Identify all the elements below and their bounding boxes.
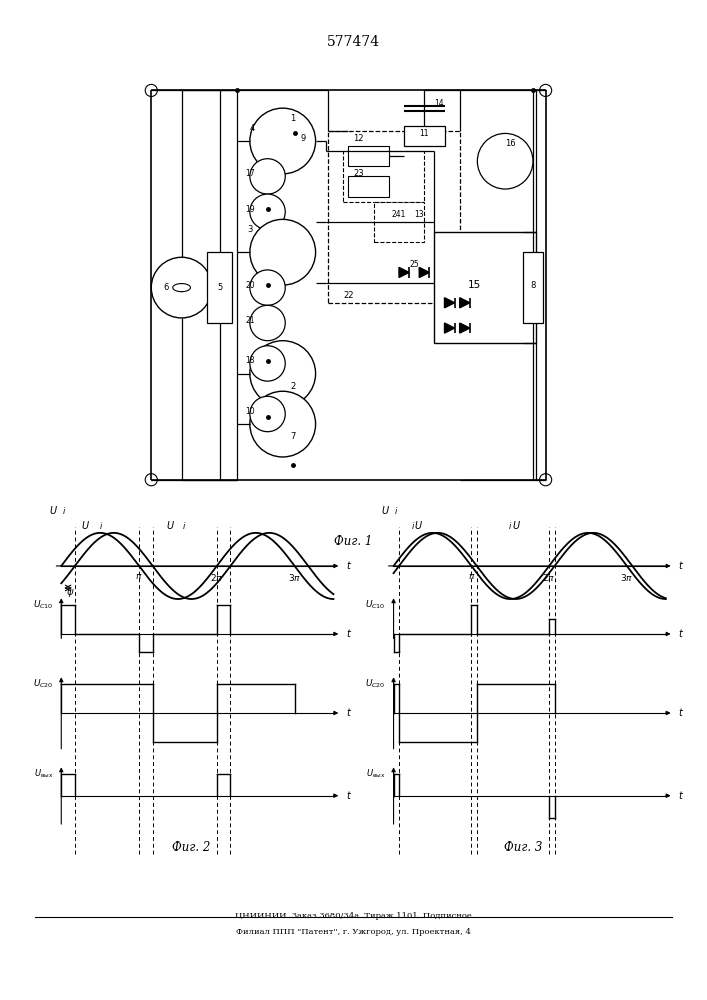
Circle shape — [250, 219, 315, 285]
Text: t: t — [679, 561, 682, 571]
Text: Фиг. 1: Фиг. 1 — [334, 535, 373, 548]
Text: 17: 17 — [245, 169, 255, 178]
Polygon shape — [460, 298, 469, 308]
Text: $2\pi$: $2\pi$ — [210, 572, 223, 583]
Circle shape — [477, 133, 533, 189]
Text: 18: 18 — [245, 356, 255, 365]
Bar — [328, 131, 460, 303]
Polygon shape — [460, 323, 469, 333]
Text: 11: 11 — [419, 129, 429, 138]
Text: i: i — [182, 522, 185, 531]
Text: i: i — [63, 507, 65, 516]
Circle shape — [539, 84, 551, 97]
Text: $3\pi$: $3\pi$ — [288, 572, 301, 583]
Bar — [349, 146, 389, 166]
Circle shape — [539, 474, 551, 486]
Text: $U_{C10}$: $U_{C10}$ — [366, 598, 386, 611]
Text: Фиг. 2: Фиг. 2 — [172, 841, 210, 854]
Text: 5: 5 — [217, 283, 222, 292]
Text: t: t — [679, 791, 682, 801]
Text: i: i — [100, 522, 102, 531]
Text: U: U — [49, 506, 56, 516]
Text: $U_{C20}$: $U_{C20}$ — [366, 677, 386, 690]
Text: 21: 21 — [245, 316, 255, 325]
Circle shape — [250, 305, 285, 341]
Text: 15: 15 — [468, 280, 481, 290]
Text: 25: 25 — [409, 260, 419, 269]
Text: $\pi$: $\pi$ — [135, 572, 143, 581]
Text: $2\pi$: $2\pi$ — [542, 572, 556, 583]
Polygon shape — [445, 323, 455, 333]
Text: t: t — [346, 629, 350, 639]
Text: i: i — [509, 522, 511, 531]
Circle shape — [151, 257, 212, 318]
Polygon shape — [419, 267, 429, 277]
Text: 22: 22 — [344, 291, 354, 300]
Text: U: U — [415, 521, 422, 531]
Bar — [349, 176, 389, 197]
Circle shape — [250, 391, 315, 457]
Text: 13: 13 — [414, 210, 424, 219]
Text: t: t — [346, 791, 350, 801]
Circle shape — [250, 341, 315, 406]
Text: ЦНИИНИИ  Заказ 3680/34а  Тираж 1101  Подписное: ЦНИИНИИ Заказ 3680/34а Тираж 1101 Подпис… — [235, 912, 472, 920]
Circle shape — [250, 396, 285, 432]
Text: U: U — [512, 521, 519, 531]
Text: 10: 10 — [245, 407, 255, 416]
Text: 6: 6 — [164, 283, 169, 292]
Polygon shape — [445, 298, 455, 308]
Text: 20: 20 — [245, 281, 255, 290]
Text: 16: 16 — [505, 139, 515, 148]
Bar — [523, 252, 543, 323]
Circle shape — [250, 108, 315, 174]
Text: Филиал ППП "Патент", г. Ужгород, ул. Проектная, 4: Филиал ППП "Патент", г. Ужгород, ул. Про… — [236, 928, 471, 936]
Text: $U_{C20}$: $U_{C20}$ — [33, 677, 54, 690]
Circle shape — [145, 474, 158, 486]
Text: i: i — [395, 507, 397, 516]
Bar — [207, 252, 232, 323]
Text: t: t — [679, 708, 682, 718]
Text: $3\pi$: $3\pi$ — [620, 572, 633, 583]
Text: $U_{C10}$: $U_{C10}$ — [33, 598, 54, 611]
Text: 8: 8 — [530, 281, 536, 290]
Text: 577474: 577474 — [327, 35, 380, 49]
Text: t: t — [346, 561, 350, 571]
Text: 19: 19 — [245, 205, 255, 214]
Text: 1: 1 — [290, 114, 296, 123]
Text: 241: 241 — [392, 210, 407, 219]
Bar — [404, 126, 445, 146]
Text: $U_{\text{вых}}$: $U_{\text{вых}}$ — [366, 767, 386, 780]
Text: 4: 4 — [250, 124, 255, 133]
Circle shape — [250, 159, 285, 194]
Text: 9: 9 — [300, 134, 305, 143]
Text: $\psi$: $\psi$ — [66, 587, 75, 599]
Circle shape — [250, 270, 285, 305]
Text: 14: 14 — [434, 99, 444, 108]
Bar — [344, 151, 424, 202]
Bar — [374, 202, 424, 242]
Text: 23: 23 — [354, 169, 364, 178]
Text: 3: 3 — [247, 225, 252, 234]
Text: U: U — [167, 521, 174, 531]
Text: Фиг. 3: Фиг. 3 — [504, 841, 542, 854]
Text: 12: 12 — [354, 134, 364, 143]
Text: U: U — [381, 506, 388, 516]
Text: $U_{\text{вых}}$: $U_{\text{вых}}$ — [34, 767, 54, 780]
Circle shape — [250, 346, 285, 381]
Text: i: i — [411, 522, 414, 531]
Text: t: t — [679, 629, 682, 639]
Text: 2: 2 — [290, 382, 296, 391]
Text: 7: 7 — [290, 432, 296, 441]
Bar — [434, 232, 535, 343]
Text: U: U — [81, 521, 88, 531]
Text: $\pi$: $\pi$ — [467, 572, 475, 581]
Circle shape — [145, 84, 158, 97]
Polygon shape — [399, 267, 409, 277]
Circle shape — [250, 194, 285, 229]
Text: t: t — [346, 708, 350, 718]
